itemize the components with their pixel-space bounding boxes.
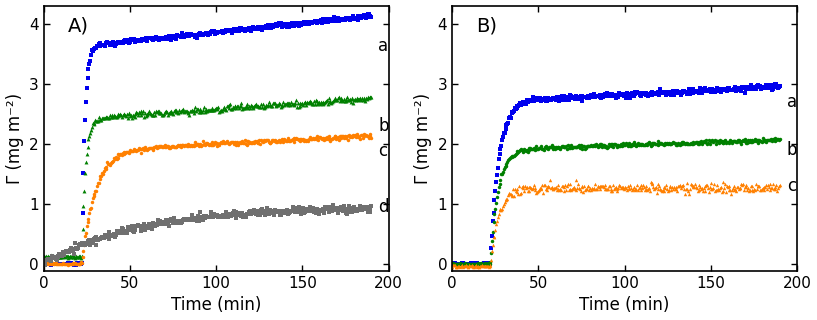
- Text: b: b: [787, 141, 797, 159]
- Y-axis label: Γ (mg m⁻²): Γ (mg m⁻²): [6, 93, 24, 184]
- X-axis label: Time (min): Time (min): [171, 296, 261, 315]
- Y-axis label: Γ (mg m⁻²): Γ (mg m⁻²): [414, 93, 432, 184]
- Text: a: a: [787, 93, 797, 111]
- Text: d: d: [378, 198, 389, 216]
- Text: b: b: [378, 117, 389, 135]
- Text: c: c: [787, 177, 796, 195]
- Text: B): B): [476, 16, 498, 35]
- Text: c: c: [378, 142, 387, 160]
- X-axis label: Time (min): Time (min): [579, 296, 670, 315]
- Text: A): A): [68, 16, 89, 35]
- Text: a: a: [378, 37, 388, 55]
